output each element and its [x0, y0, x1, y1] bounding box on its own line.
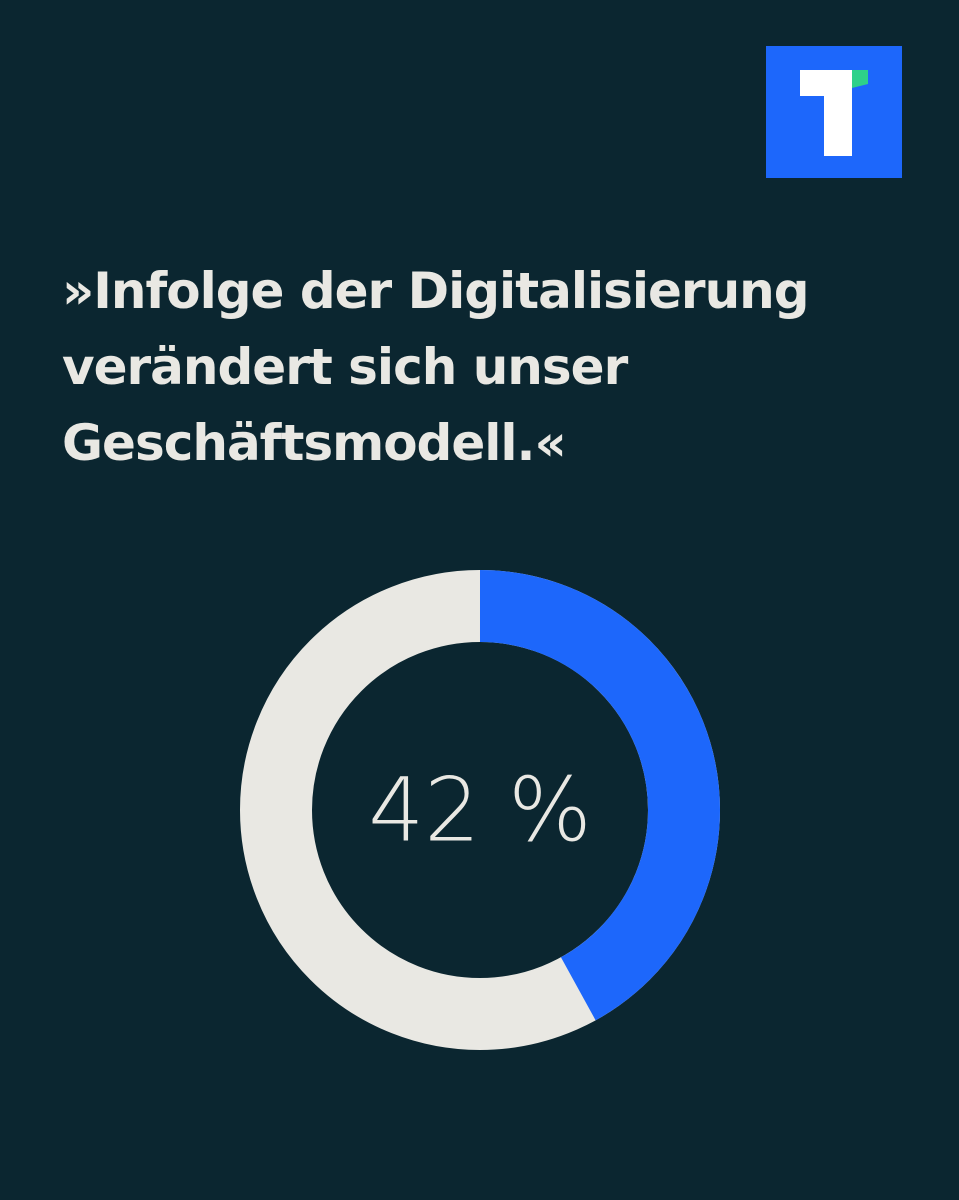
- donut-segment: [479, 570, 720, 1021]
- logo-accent: [852, 70, 868, 88]
- title-line: »Infolge der Digitalisierung: [62, 262, 809, 320]
- logo: [766, 46, 902, 178]
- value-label: 42 %: [368, 759, 592, 862]
- title-line: Geschäftsmodell.«: [62, 414, 566, 472]
- title-line: verändert sich unser: [62, 338, 629, 396]
- title: »Infolge der Digitalisierung verändert si…: [62, 262, 810, 472]
- logo-letter: [800, 70, 852, 156]
